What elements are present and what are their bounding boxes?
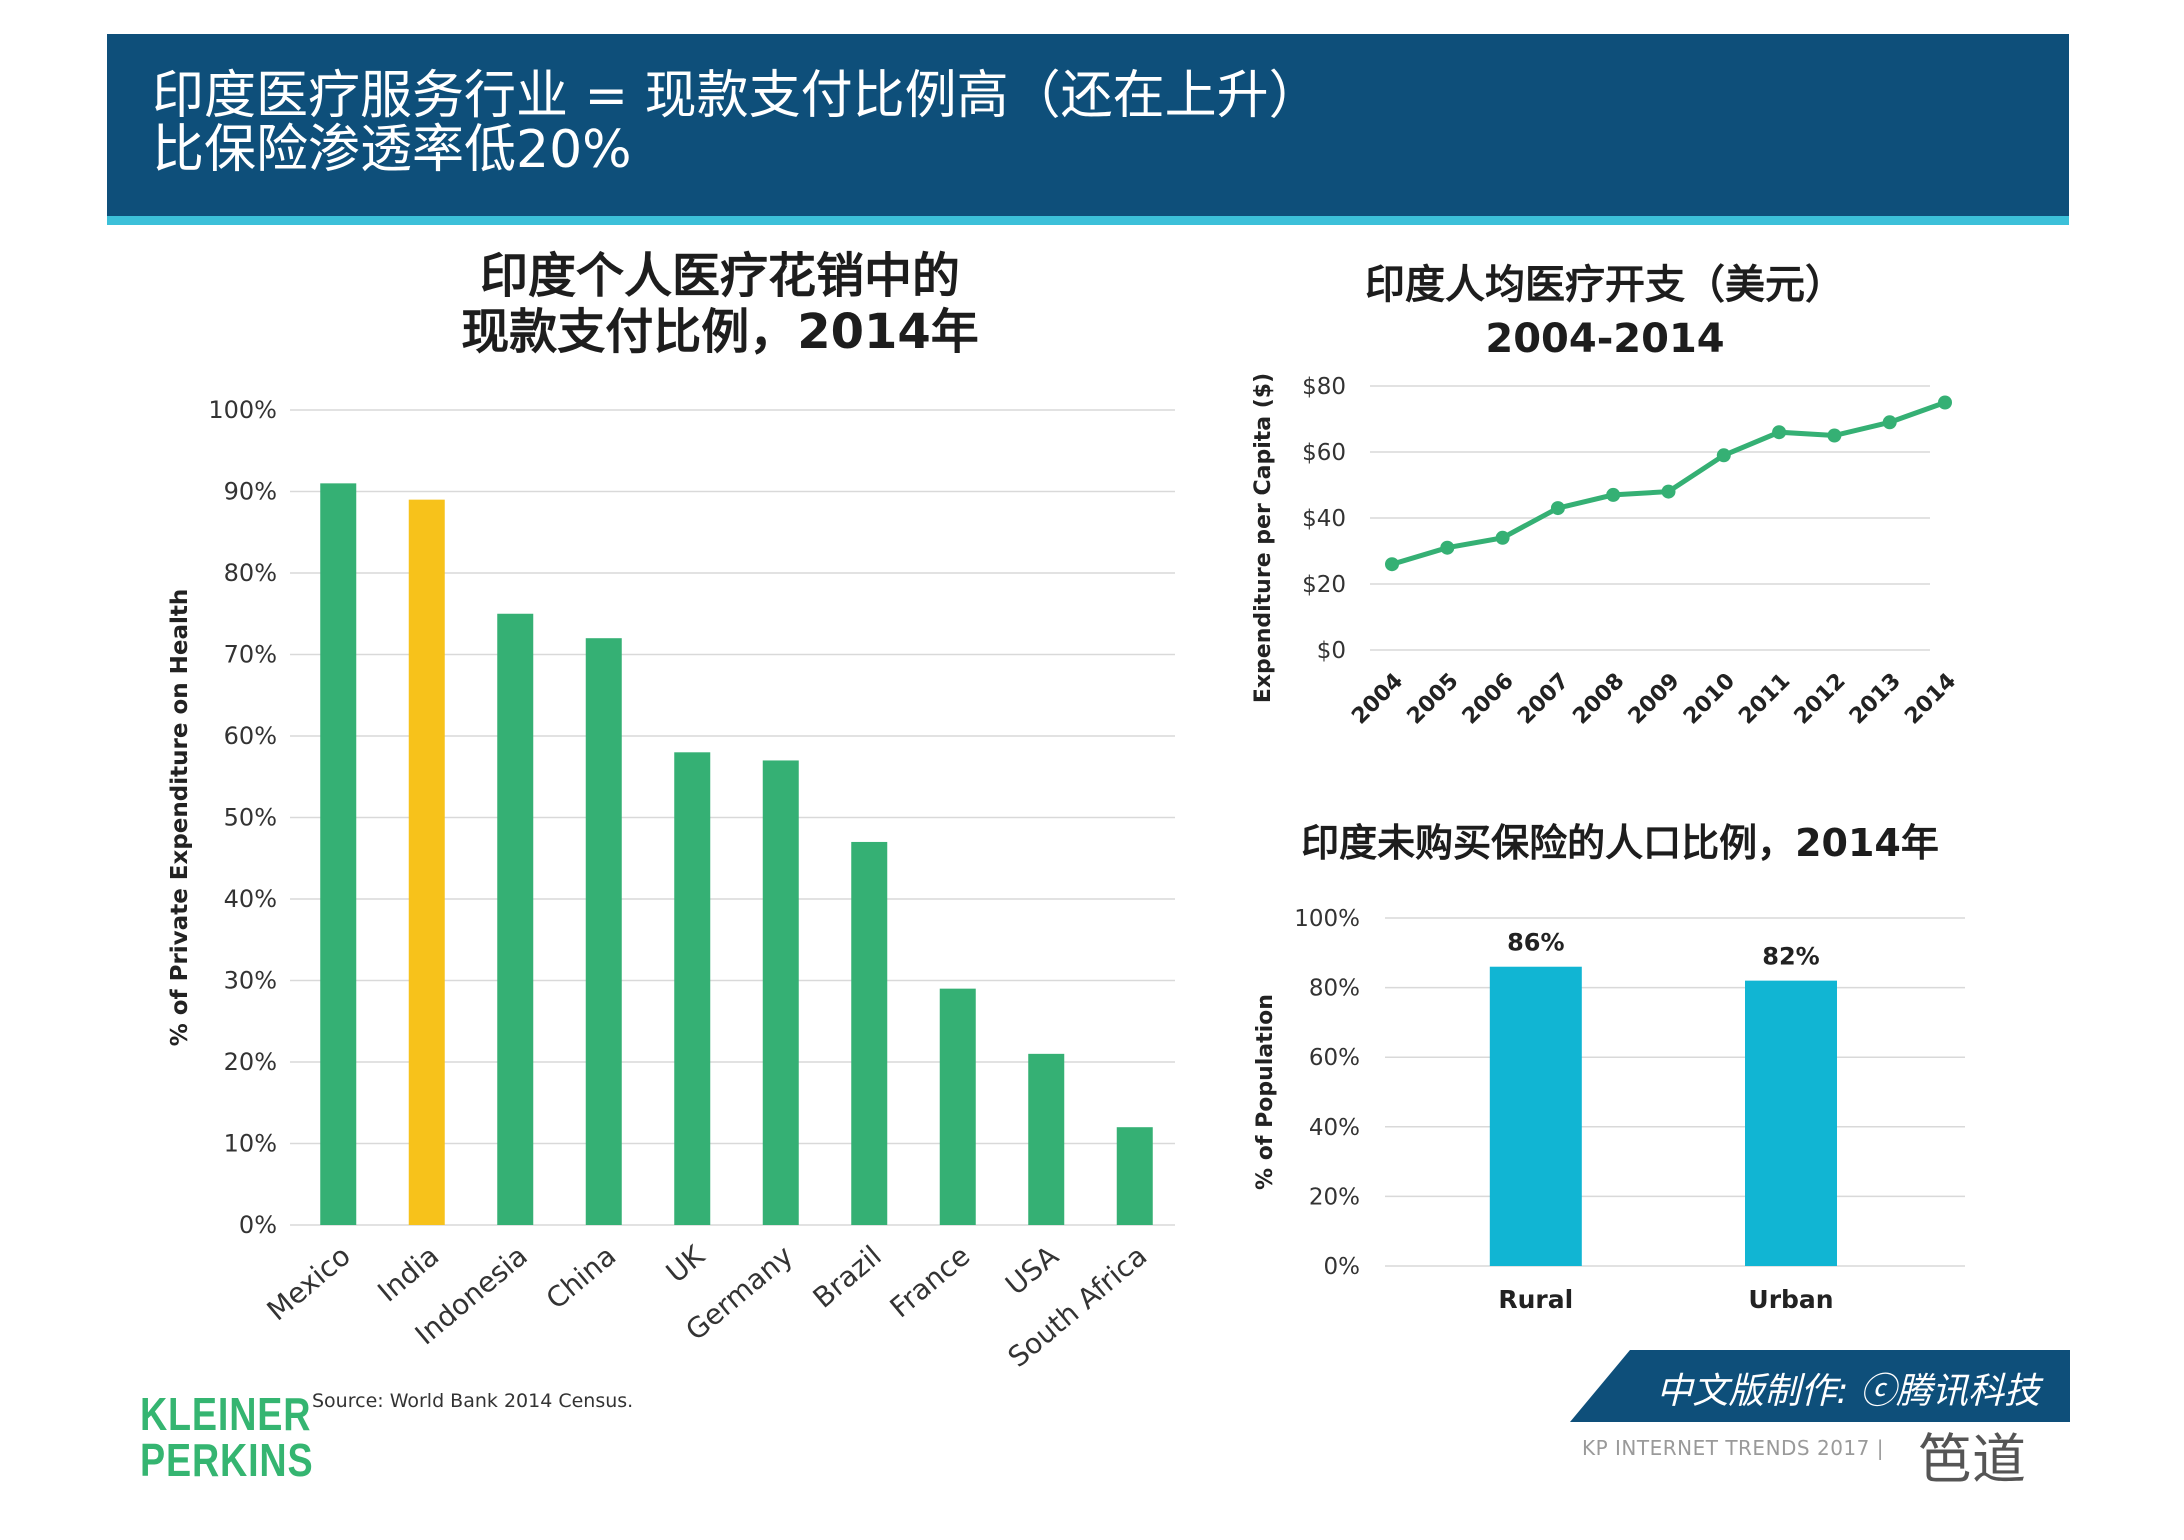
y-tick-label: 10% <box>224 1130 277 1158</box>
data-point <box>1882 415 1897 430</box>
y-tick-label: 70% <box>224 641 277 669</box>
data-point <box>1550 501 1565 516</box>
x-tick-label: India <box>371 1239 445 1308</box>
x-tick-label: 2005 <box>1403 669 1464 730</box>
series-line <box>1391 400 1946 567</box>
bar-germany <box>762 760 799 1225</box>
y-tick-label: 30% <box>224 967 277 995</box>
y-tick-label: $40 <box>1302 506 1346 532</box>
bar-france <box>939 988 976 1225</box>
x-tick-label: 2004 <box>1347 669 1408 730</box>
bar-uk <box>674 752 711 1225</box>
x-tick-label: Urban <box>1748 1285 1833 1314</box>
logo-line-1: KLEINER <box>140 1388 312 1440</box>
bar-chart-1-title-line-2: 现款支付比例，2014年 <box>461 304 979 360</box>
x-tick-label: 2009 <box>1624 669 1685 730</box>
y-tick-label: 100% <box>1294 906 1360 932</box>
data-point <box>1606 487 1621 502</box>
header-banner <box>107 34 2069 216</box>
x-tick-label: 2011 <box>1734 669 1795 730</box>
y-tick-label: $0 <box>1317 638 1346 664</box>
source-note: Source: World Bank 2014 Census. <box>312 1390 634 1412</box>
data-label: 82% <box>1762 943 1819 971</box>
bar-brazil <box>851 841 888 1225</box>
bar-south-africa <box>1116 1127 1153 1225</box>
line-chart-title: 印度人均医疗开支（美元） 2004-2014 <box>1280 258 1930 366</box>
wechat-watermark: 笆道 <box>1918 1428 2026 1491</box>
line-chart-title-line-2: 2004-2014 <box>1485 316 1725 362</box>
x-tick-label: USA <box>999 1239 1065 1302</box>
x-tick-label: 2013 <box>1845 669 1906 730</box>
data-point <box>1716 448 1731 463</box>
x-tick-label: 2008 <box>1568 669 1629 730</box>
x-tick-label: 2014 <box>1900 669 1961 730</box>
x-tick-label: 2010 <box>1679 669 1740 730</box>
y-tick-label: 60% <box>224 722 277 750</box>
line-chart-title-line-1: 印度人均医疗开支（美元） <box>1365 262 1845 308</box>
data-point <box>1827 428 1842 443</box>
data-point <box>1385 557 1399 572</box>
y-tick-label: 0% <box>239 1211 277 1239</box>
bar-china <box>585 638 622 1225</box>
y-axis-label: % of Population <box>1253 994 1278 1190</box>
slide-title-line-1: 印度医疗服务行业 = 现款支付比例高（还在上升） <box>152 66 1321 126</box>
data-point <box>1495 530 1510 545</box>
private-expenditure-bar-chart: 0% 10% 20% 30% 40% 50% 60% 70% 80% 90% 100% % of Pr… <box>167 396 1175 1374</box>
y-axis-label: % of Private Expenditure on Health <box>167 589 193 1047</box>
x-tick-label: Brazil <box>807 1239 888 1315</box>
x-tick-label: 2012 <box>1790 669 1851 730</box>
bar-chart-1-title-line-1: 印度个人医疗花销中的 <box>479 248 960 304</box>
bar-urban <box>1745 980 1837 1266</box>
data-point <box>1772 425 1787 440</box>
y-tick-label: 80% <box>1309 976 1360 1002</box>
y-tick-label: 80% <box>224 559 277 587</box>
x-tick-label: Rural <box>1498 1285 1573 1314</box>
footer-text: KP INTERNET TRENDS 2017 | <box>1582 1436 1884 1460</box>
y-tick-label: 40% <box>224 885 277 913</box>
credit-banner: 中文版制作: ⓒ腾讯科技 <box>1570 1350 2070 1422</box>
bar-chart-2-title: 印度未购买保险的人口比例，2014年 <box>1301 821 1939 865</box>
logo-line-2: PERKINS <box>140 1434 314 1486</box>
y-axis-label: Expenditure per Capita ($) <box>1251 373 1276 703</box>
slide-title-line-2: 比保险渗透率低20% <box>152 120 632 180</box>
x-tick-label: Mexico <box>261 1239 357 1327</box>
per-capita-expenditure-line-chart: $0 $20 $40 $60 $80 Expenditure per Capita ($)… <box>1251 373 1961 730</box>
x-tick-label: France <box>884 1239 977 1324</box>
y-tick-label: 20% <box>1309 1184 1360 1210</box>
x-tick-label: 2007 <box>1513 669 1574 730</box>
header-accent-line <box>107 216 2069 225</box>
data-point <box>1440 540 1455 555</box>
bar-rural <box>1489 966 1582 1266</box>
data-point <box>1938 395 1952 410</box>
y-tick-label: 0% <box>1324 1254 1361 1280</box>
bar-indonesia <box>497 613 534 1225</box>
data-point <box>1661 484 1676 499</box>
y-tick-label: 90% <box>224 478 277 506</box>
bar-india <box>408 499 445 1225</box>
bar-mexico <box>320 483 357 1226</box>
y-tick-label: $60 <box>1302 440 1346 466</box>
x-tick-label: China <box>540 1239 622 1316</box>
credit-text: 中文版制作: ⓒ腾讯科技 <box>1656 1371 2040 1412</box>
bar-chart-1-title: 印度个人医疗花销中的 现款支付比例，2014年 <box>380 248 1060 360</box>
y-tick-label: 20% <box>224 1048 277 1076</box>
bar-usa <box>1028 1053 1065 1225</box>
uninsured-population-bar-chart: 0% 20% 40% 60% 80% 100% % of Population 86% Rura… <box>1253 906 1965 1314</box>
y-tick-label: 60% <box>1309 1045 1360 1071</box>
y-tick-label: $80 <box>1302 374 1346 400</box>
y-tick-label: 40% <box>1309 1115 1360 1141</box>
y-tick-label: 100% <box>208 396 277 424</box>
y-tick-label: 50% <box>224 804 277 832</box>
x-tick-label: 2006 <box>1458 669 1519 730</box>
data-label: 86% <box>1507 929 1564 957</box>
y-tick-label: $20 <box>1302 572 1346 598</box>
x-tick-label: UK <box>660 1239 711 1290</box>
